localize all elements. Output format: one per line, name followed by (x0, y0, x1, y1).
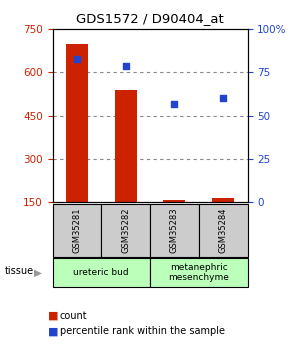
Text: tissue: tissue (4, 266, 34, 276)
Text: percentile rank within the sample: percentile rank within the sample (60, 326, 225, 336)
Text: count: count (60, 311, 88, 321)
Text: ▶: ▶ (34, 267, 41, 277)
Text: ureteric bud: ureteric bud (74, 268, 129, 277)
Text: ■: ■ (48, 326, 58, 336)
Bar (212, 197, 234, 202)
Bar (66, 44, 88, 202)
Point (221, 96, 226, 101)
Text: GDS1572 / D90404_at: GDS1572 / D90404_at (76, 12, 224, 25)
Text: metanephric
mesenchyme: metanephric mesenchyme (168, 263, 229, 282)
Text: GSM35283: GSM35283 (170, 207, 179, 253)
Bar (115, 90, 136, 202)
Point (123, 63, 128, 68)
Text: ■: ■ (48, 311, 58, 321)
Point (74, 56, 79, 61)
Bar (164, 199, 185, 202)
Text: GSM35284: GSM35284 (219, 208, 228, 253)
Text: GSM35282: GSM35282 (121, 208, 130, 253)
Point (172, 101, 177, 106)
Text: GSM35281: GSM35281 (72, 208, 81, 253)
